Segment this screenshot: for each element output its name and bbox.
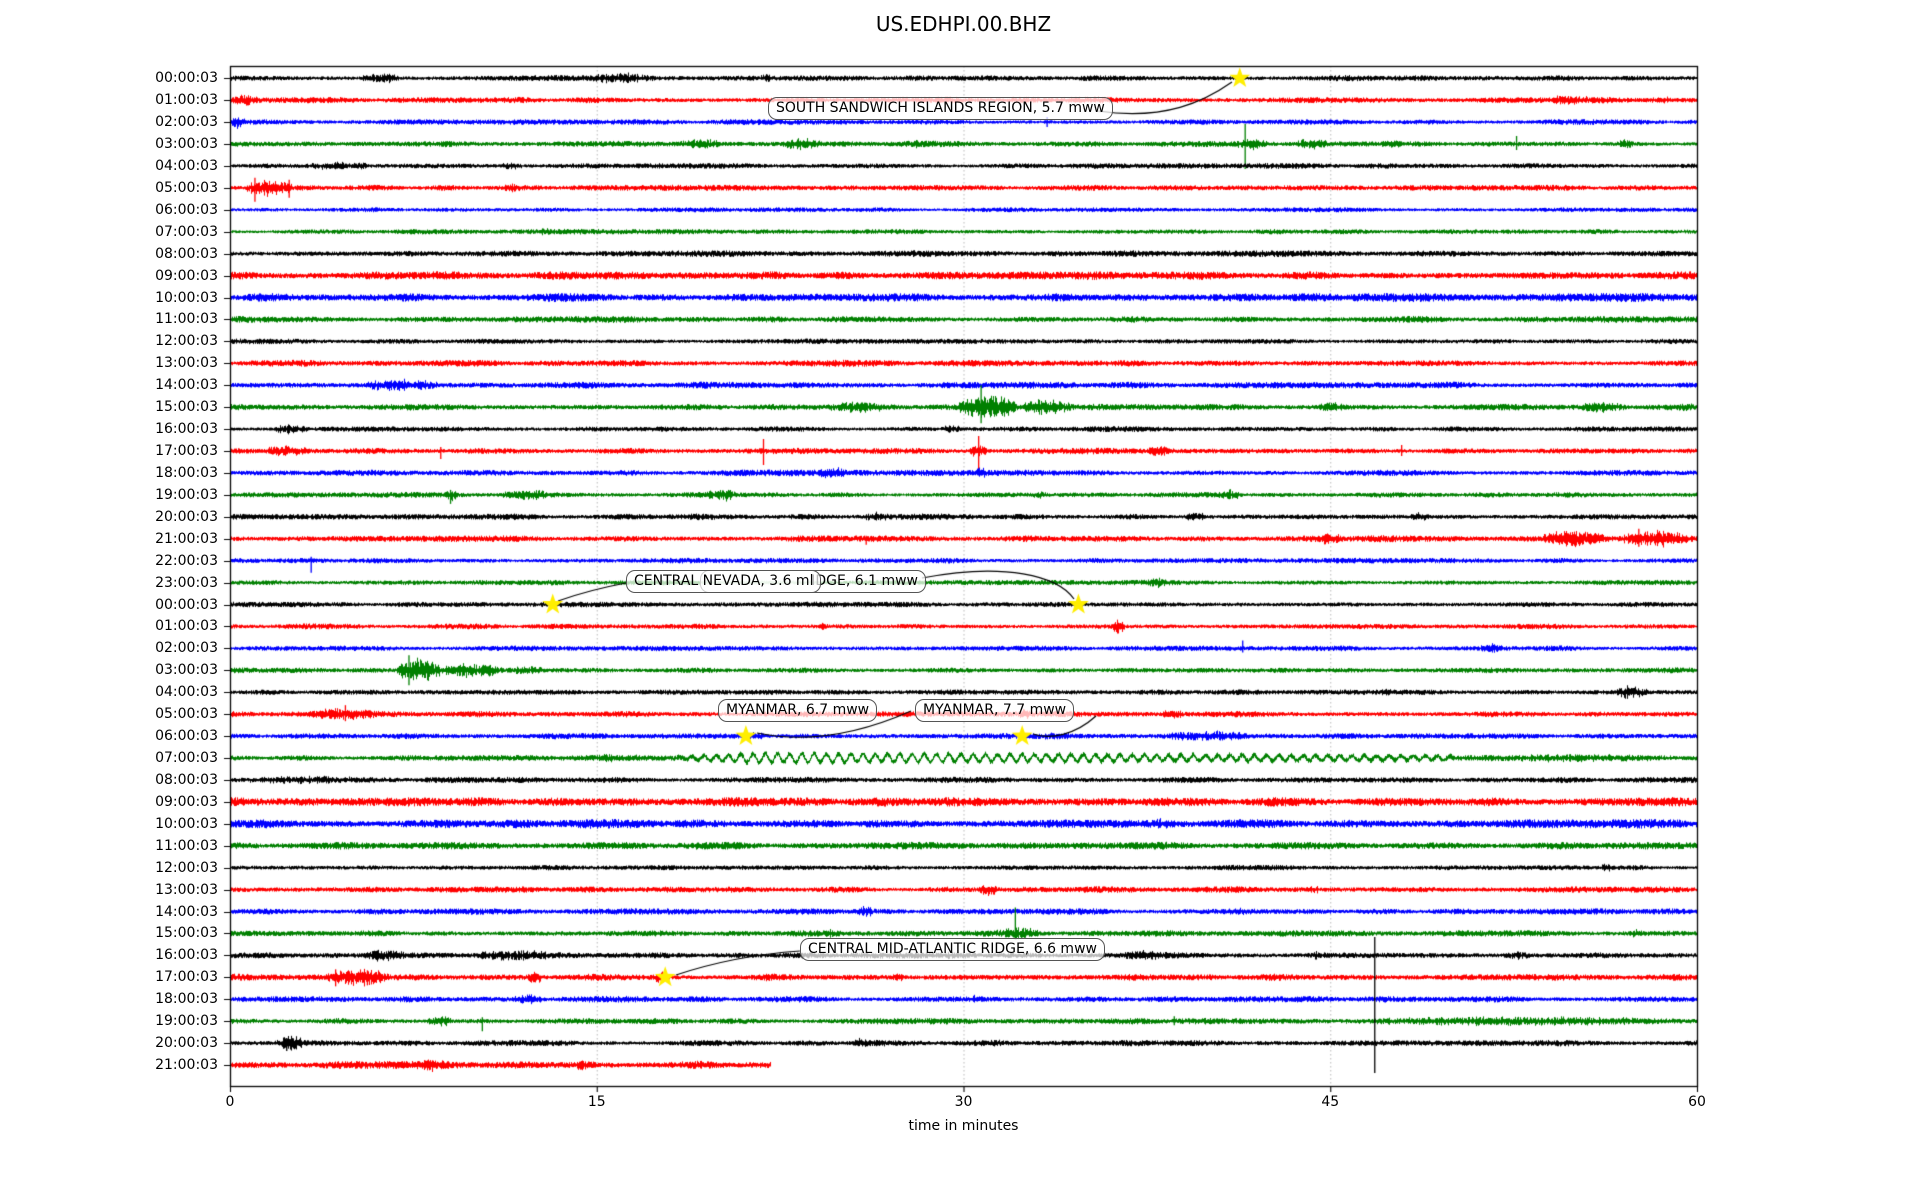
plot-title: US.EDHPI.00.BHZ bbox=[875, 12, 1052, 36]
y-tick-label: 21:00:03 bbox=[155, 1057, 218, 1074]
y-tick-label: 19:00:03 bbox=[155, 486, 218, 503]
y-tick-label: 21:00:03 bbox=[155, 530, 218, 547]
event-label: CENTRAL NEVADA, 3.6 ml bbox=[626, 570, 822, 593]
y-tick-label: 09:00:03 bbox=[155, 793, 218, 810]
y-tick-label: 06:00:03 bbox=[155, 728, 218, 745]
y-tick-label: 02:00:03 bbox=[155, 114, 218, 131]
x-tick-label: 0 bbox=[225, 1094, 235, 1110]
y-tick-label: 04:00:03 bbox=[155, 684, 218, 701]
y-tick-label: 02:00:03 bbox=[155, 640, 218, 657]
y-tick-label: 03:00:03 bbox=[155, 662, 218, 679]
y-tick-label: 15:00:03 bbox=[155, 925, 218, 942]
y-tick-label: 14:00:03 bbox=[155, 903, 218, 920]
event-label: CENTRAL MID-ATLANTIC RIDGE, 6.6 mww bbox=[800, 938, 1105, 961]
x-tick-label: 30 bbox=[954, 1094, 973, 1110]
y-tick-label: 20:00:03 bbox=[155, 508, 218, 525]
y-tick-label: 12:00:03 bbox=[155, 333, 218, 350]
y-tick-label: 07:00:03 bbox=[155, 750, 218, 767]
y-tick-label: 23:00:03 bbox=[155, 574, 218, 591]
x-tick-label: 15 bbox=[587, 1094, 606, 1110]
y-tick-label: 11:00:03 bbox=[155, 837, 218, 854]
y-tick-label: 10:00:03 bbox=[155, 289, 218, 306]
y-tick-label: 15:00:03 bbox=[155, 399, 218, 416]
y-tick-label: 03:00:03 bbox=[155, 135, 218, 152]
y-tick-label: 05:00:03 bbox=[155, 179, 218, 196]
y-tick-label: 12:00:03 bbox=[155, 859, 218, 876]
y-tick-label: 09:00:03 bbox=[155, 267, 218, 284]
y-tick-label: 00:00:03 bbox=[155, 70, 218, 87]
y-tick-label: 04:00:03 bbox=[155, 157, 218, 174]
x-axis-label: time in minutes bbox=[908, 1118, 1019, 1134]
event-label: MYANMAR, 6.7 mww bbox=[718, 699, 878, 722]
y-tick-label: 00:00:03 bbox=[155, 596, 218, 613]
y-tick-label: 13:00:03 bbox=[155, 355, 218, 372]
x-tick-label: 45 bbox=[1321, 1094, 1340, 1110]
y-tick-label: 16:00:03 bbox=[155, 947, 218, 964]
y-tick-label: 05:00:03 bbox=[155, 706, 218, 723]
y-tick-label: 07:00:03 bbox=[155, 223, 218, 240]
y-tick-label: 20:00:03 bbox=[155, 1035, 218, 1052]
y-tick-label: 11:00:03 bbox=[155, 311, 218, 328]
y-tick-label: 16:00:03 bbox=[155, 421, 218, 438]
y-tick-label: 19:00:03 bbox=[155, 1013, 218, 1030]
event-label: SOUTH SANDWICH ISLANDS REGION, 5.7 mww bbox=[768, 97, 1113, 120]
y-tick-label: 01:00:03 bbox=[155, 618, 218, 635]
y-tick-label: 14:00:03 bbox=[155, 377, 218, 394]
y-tick-label: 06:00:03 bbox=[155, 201, 218, 218]
y-tick-label: 01:00:03 bbox=[155, 92, 218, 109]
y-tick-label: 13:00:03 bbox=[155, 881, 218, 898]
y-tick-label: 17:00:03 bbox=[155, 443, 218, 459]
y-tick-label: 22:00:03 bbox=[155, 552, 218, 569]
y-tick-label: 18:00:03 bbox=[155, 991, 218, 1008]
y-tick-label: 17:00:03 bbox=[155, 969, 218, 986]
x-tick-label: 60 bbox=[1688, 1094, 1706, 1110]
y-tick-label: 08:00:03 bbox=[155, 245, 218, 262]
y-tick-label: 08:00:03 bbox=[155, 771, 218, 788]
y-tick-label: 10:00:03 bbox=[155, 815, 218, 832]
y-tick-label: 18:00:03 bbox=[155, 464, 218, 481]
event-label: MYANMAR, 7.7 mww bbox=[915, 699, 1075, 722]
